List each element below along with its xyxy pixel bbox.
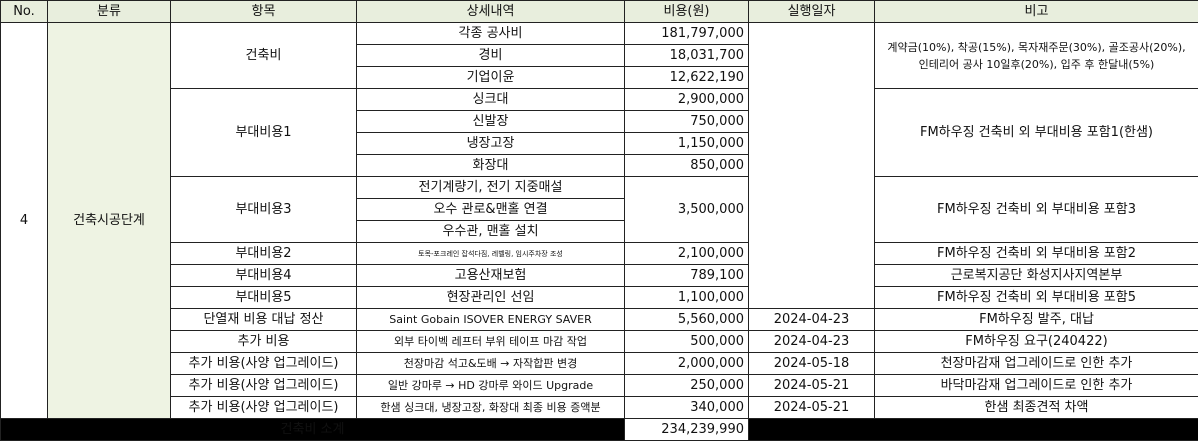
table-row: 추가 비용(사양 업그레이드) 한샘 싱크대, 냉장고장, 화장대 최종 비용 … <box>1 396 1198 419</box>
cell-item[interactable]: 건축비 <box>170 22 357 89</box>
cell-cost[interactable]: 3,500,000 <box>624 176 749 243</box>
header-cost[interactable]: 비용(원) <box>624 0 749 23</box>
cell-cost[interactable]: 2,100,000 <box>624 242 749 265</box>
cell-note[interactable]: FM하우징 건축비 외 부대비용 포함5 <box>874 286 1198 309</box>
cell-cost[interactable]: 2,000,000 <box>624 352 749 375</box>
cell-cost[interactable]: 789,100 <box>624 264 749 287</box>
cell-detail[interactable]: 오수 관로&맨홀 연결 <box>356 198 625 221</box>
table-row: 추가 비용(사양 업그레이드) 천장마감 석고&도배 → 자작합판 변경 2,0… <box>1 352 1198 375</box>
cell-cost[interactable]: 340,000 <box>624 396 749 419</box>
table-row: 부대비용1 싱크대 2,900,000 FM하우징 건축비 외 부대비용 포함1… <box>1 88 1198 177</box>
table-row: 부대비용4 고용산재보험 789,100 근로복지공단 화성지사지역본부 <box>1 264 1198 287</box>
cell-detail[interactable]: 전기계량기, 전기 지중매설 <box>356 176 625 199</box>
cell-cost[interactable]: 1,150,000 <box>624 132 749 155</box>
cell-date[interactable]: 2024-05-21 <box>748 396 875 419</box>
table-row: 화장대 850,000 <box>1 154 1198 177</box>
subtotal-amount[interactable]: 234,239,990 <box>624 418 749 441</box>
cell-cost[interactable]: 750,000 <box>624 110 749 133</box>
cell-date[interactable]: 2024-04-23 <box>748 330 875 353</box>
header-detail[interactable]: 상세내역 <box>356 0 625 23</box>
cell-detail[interactable]: 경비 <box>356 44 625 67</box>
cell-cost[interactable]: 250,000 <box>624 374 749 397</box>
table-row: 4 건축시공단계 건축비 각종 공사비 181,797,000 계약금(10%)… <box>0 22 1198 419</box>
header-category[interactable]: 분류 <box>47 0 171 23</box>
cell-detail[interactable]: 각종 공사비 <box>356 22 625 45</box>
cell-cost[interactable]: 181,797,000 <box>624 22 749 45</box>
subtotal-blank[interactable] <box>748 418 1198 441</box>
cell-category[interactable]: 건축시공단계 <box>47 22 171 419</box>
header-no[interactable]: No. <box>0 0 48 23</box>
cell-item[interactable]: 부대비용3 <box>170 176 357 243</box>
cell-detail[interactable]: 일반 강마루 → HD 강마루 와이드 Upgrade <box>356 374 625 397</box>
cell-note[interactable]: FM하우징 건축비 외 부대비용 포함1(한샘) <box>874 88 1198 177</box>
cell-note[interactable]: FM하우징 발주, 대납 <box>874 308 1198 331</box>
note-line: 계약금(10%), 착공(15%), 목자재주문(30%), 골조공사(20%)… <box>887 40 1186 54</box>
table-row: 추가 비용 외부 타이벡 레프터 부위 테이프 마감 작업 500,000 20… <box>1 330 1198 353</box>
cell-detail[interactable]: 싱크대 <box>356 88 625 111</box>
cell-detail[interactable]: 천장마감 석고&도배 → 자작합판 변경 <box>356 352 625 375</box>
table-row: 단열재 비용 대납 정산 Saint Gobain ISOVER ENERGY … <box>1 308 1198 331</box>
cell-detail[interactable]: 신발장 <box>356 110 625 133</box>
cell-detail[interactable]: 현장관리인 선임 <box>356 286 625 309</box>
cell-item[interactable]: 추가 비용(사양 업그레이드) <box>170 374 357 397</box>
cell-item[interactable]: 부대비용5 <box>170 286 357 309</box>
cell-detail[interactable]: 화장대 <box>356 154 625 177</box>
cell-detail[interactable]: 고용산재보험 <box>356 264 625 287</box>
cell-date[interactable]: 2024-04-23 <box>748 308 875 331</box>
cell-item[interactable]: 부대비용4 <box>170 264 357 287</box>
cell-detail[interactable]: 토목-포크레인 잡석다짐, 레벨링, 임시주차장 조성 <box>356 242 625 265</box>
cell-detail[interactable]: 기업이윤 <box>356 66 625 89</box>
cell-note[interactable]: FM하우징 건축비 외 부대비용 포함2 <box>874 242 1198 265</box>
table-row: 추가 비용(사양 업그레이드) 일반 강마루 → HD 강마루 와이드 Upgr… <box>1 374 1198 397</box>
cell-note[interactable]: 바닥마감재 업그레이드로 인한 추가 <box>874 374 1198 397</box>
cell-item[interactable]: 부대비용1 <box>170 88 357 177</box>
subtotal-row: 건축비 소계 234,239,990 <box>0 418 1198 441</box>
cell-detail[interactable]: 냉장고장 <box>356 132 625 155</box>
cell-detail[interactable]: 외부 타이벡 레프터 부위 테이프 마감 작업 <box>356 330 625 353</box>
cell-cost[interactable]: 500,000 <box>624 330 749 353</box>
cell-note[interactable]: 한샘 최종견적 차액 <box>874 396 1198 419</box>
subtotal-label[interactable]: 건축비 소계 <box>0 418 625 441</box>
cell-cost[interactable]: 18,031,700 <box>624 44 749 67</box>
cell-item[interactable]: 추가 비용(사양 업그레이드) <box>170 352 357 375</box>
header-date[interactable]: 실행일자 <box>748 0 875 23</box>
cell-note[interactable]: FM하우징 건축비 외 부대비용 포함3 <box>874 176 1198 243</box>
table-row: 부대비용5 현장관리인 선임 1,100,000 FM하우징 건축비 외 부대비… <box>1 286 1198 309</box>
cell-cost[interactable]: 2,900,000 <box>624 88 749 111</box>
table-row: 부대비용2 토목-포크레인 잡석다짐, 레벨링, 임시주차장 조성 2,100,… <box>1 242 1198 265</box>
cell-note[interactable]: 계약금(10%), 착공(15%), 목자재주문(30%), 골조공사(20%)… <box>874 22 1198 89</box>
cell-cost[interactable]: 5,560,000 <box>624 308 749 331</box>
header-row: No. 분류 항목 상세내역 비용(원) 실행일자 비고 <box>0 0 1198 23</box>
cell-cost[interactable]: 1,100,000 <box>624 286 749 309</box>
table-row: 신발장 750,000 <box>1 110 1198 133</box>
cell-item[interactable]: 추가 비용(사양 업그레이드) <box>170 396 357 419</box>
cell-note[interactable]: 근로복지공단 화성지사지역본부 <box>874 264 1198 287</box>
table-row: 부대비용3 전기계량기, 전기 지중매설 3,500,000 FM하우징 건축비… <box>1 176 1198 243</box>
cell-detail[interactable]: 우수관, 맨홀 설치 <box>356 220 625 243</box>
note-line: 인테리어 공사 10일후(20%), 입주 후 한달내(5%) <box>918 57 1155 71</box>
cell-no[interactable]: 4 <box>0 22 48 419</box>
cell-detail[interactable]: Saint Gobain ISOVER ENERGY SAVER <box>356 308 625 331</box>
header-item[interactable]: 항목 <box>170 0 357 23</box>
cell-note[interactable]: 천장마감재 업그레이드로 인한 추가 <box>874 352 1198 375</box>
cell-cost[interactable]: 850,000 <box>624 154 749 177</box>
cell-note[interactable]: FM하우징 요구(240422) <box>874 330 1198 353</box>
cell-cost[interactable]: 12,622,190 <box>624 66 749 89</box>
cell-item[interactable]: 부대비용2 <box>170 242 357 265</box>
cell-date-empty[interactable] <box>748 22 875 309</box>
cell-item[interactable]: 단열재 비용 대납 정산 <box>170 308 357 331</box>
cell-item[interactable]: 추가 비용 <box>170 330 357 353</box>
cell-date[interactable]: 2024-05-18 <box>748 352 875 375</box>
cell-detail[interactable]: 한샘 싱크대, 냉장고장, 화장대 최종 비용 증액분 <box>356 396 625 419</box>
header-note[interactable]: 비고 <box>874 0 1198 23</box>
cell-date[interactable]: 2024-05-21 <box>748 374 875 397</box>
